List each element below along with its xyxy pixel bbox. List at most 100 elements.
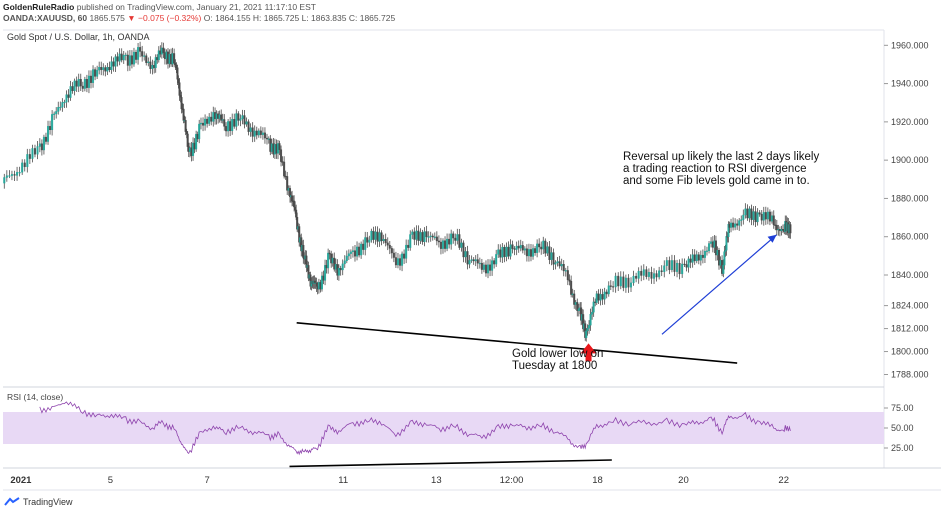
candle-down <box>307 265 310 279</box>
candle-up <box>137 47 140 60</box>
candle-up <box>647 272 650 277</box>
candle-down <box>407 244 410 248</box>
candle-up <box>653 273 656 279</box>
candle-up <box>703 251 706 258</box>
candle-down <box>697 254 700 261</box>
candle-up <box>382 239 385 242</box>
candle-up <box>18 172 21 174</box>
candle-down <box>425 231 428 238</box>
candle-down <box>746 208 749 219</box>
candle-up <box>8 175 11 177</box>
candle-up <box>730 222 733 228</box>
candle-up <box>429 235 432 237</box>
candle-down <box>754 211 757 223</box>
candle-up <box>523 248 526 251</box>
candle-up <box>5 175 8 178</box>
candle-down <box>233 119 236 127</box>
candle-down <box>660 270 663 272</box>
candle-down <box>149 61 152 69</box>
candle-up <box>433 236 436 238</box>
candle-down <box>141 51 144 57</box>
candle-down <box>601 294 604 300</box>
candle-up <box>16 172 19 176</box>
candle-down <box>388 244 391 249</box>
price-tick-label: 1800.000 <box>891 347 929 357</box>
candle-down <box>283 161 286 177</box>
candle-down <box>538 243 541 248</box>
candle-up <box>87 75 90 88</box>
candle-down <box>173 53 176 64</box>
candle-up <box>708 243 711 252</box>
candle-down <box>566 270 569 281</box>
candle-up <box>345 255 348 262</box>
candle-down <box>353 250 356 257</box>
last-price: 1865.575 <box>89 13 125 23</box>
candle-up <box>756 212 759 223</box>
price-tick-label: 1900.000 <box>891 155 929 165</box>
candle-down <box>295 209 298 218</box>
candle-up <box>122 55 125 61</box>
candle-up <box>327 252 330 269</box>
candle-up <box>61 102 64 108</box>
candle-down <box>718 250 721 266</box>
candle-down <box>390 248 393 254</box>
candle-up <box>450 233 453 245</box>
candle-up <box>742 214 745 220</box>
candle-down <box>448 238 451 245</box>
candle-up <box>195 134 198 150</box>
publish-info: GoldenRuleRadio published on TradingView… <box>3 2 316 12</box>
candle-up <box>47 126 50 142</box>
candle-up <box>497 249 500 255</box>
candle-up <box>157 50 160 61</box>
candle-up <box>42 136 45 151</box>
candle-down <box>104 67 107 72</box>
candle-up <box>154 57 157 68</box>
candle-down <box>139 47 142 52</box>
candle-down <box>237 113 240 121</box>
candle-down <box>558 261 561 267</box>
candle-down <box>376 231 379 242</box>
rsi-tick-label: 25.00 <box>891 443 914 453</box>
candle-down <box>372 230 375 240</box>
candle-down <box>225 126 228 132</box>
time-tick-label: 7 <box>204 475 209 486</box>
candle-down <box>280 149 283 162</box>
time-tick-label: 11 <box>338 475 348 486</box>
candle-down <box>462 242 465 258</box>
candle-down <box>693 254 696 262</box>
candle-down <box>126 54 129 66</box>
symbol-info: OANDA:XAUUSD, 60 1865.575 ▼ −0.075 (−0.3… <box>3 13 395 23</box>
candle-down <box>627 277 630 288</box>
candle-down <box>176 67 179 80</box>
candle-down <box>120 53 123 61</box>
candle-down <box>182 108 185 121</box>
candle-down <box>220 114 223 121</box>
candle-up <box>98 67 101 71</box>
candle-down <box>28 154 31 159</box>
candle-down <box>75 80 78 87</box>
candle-up <box>595 293 598 303</box>
candle-down <box>178 82 181 96</box>
candle-down <box>683 263 686 266</box>
time-tick-label: 22 <box>778 475 789 486</box>
candle-down <box>33 148 36 155</box>
candle-down <box>714 240 717 256</box>
candle-down <box>255 130 258 136</box>
candle-up <box>396 258 399 266</box>
candle-up <box>546 246 549 254</box>
candle-down <box>79 79 82 87</box>
candle-up <box>663 265 666 272</box>
candle-up <box>505 246 508 257</box>
candle-down <box>758 212 761 215</box>
candle-up <box>665 260 668 266</box>
candle-down <box>210 116 213 122</box>
candle-down <box>177 79 180 83</box>
candle-up <box>212 112 215 122</box>
candle-up <box>55 111 58 115</box>
candle-up <box>734 223 737 228</box>
candle-down <box>243 115 246 125</box>
ohlc-values: O: 1864.155 H: 1865.725 L: 1863.835 C: 1… <box>203 13 396 23</box>
candle-up <box>423 231 426 242</box>
candle-down <box>366 237 369 243</box>
